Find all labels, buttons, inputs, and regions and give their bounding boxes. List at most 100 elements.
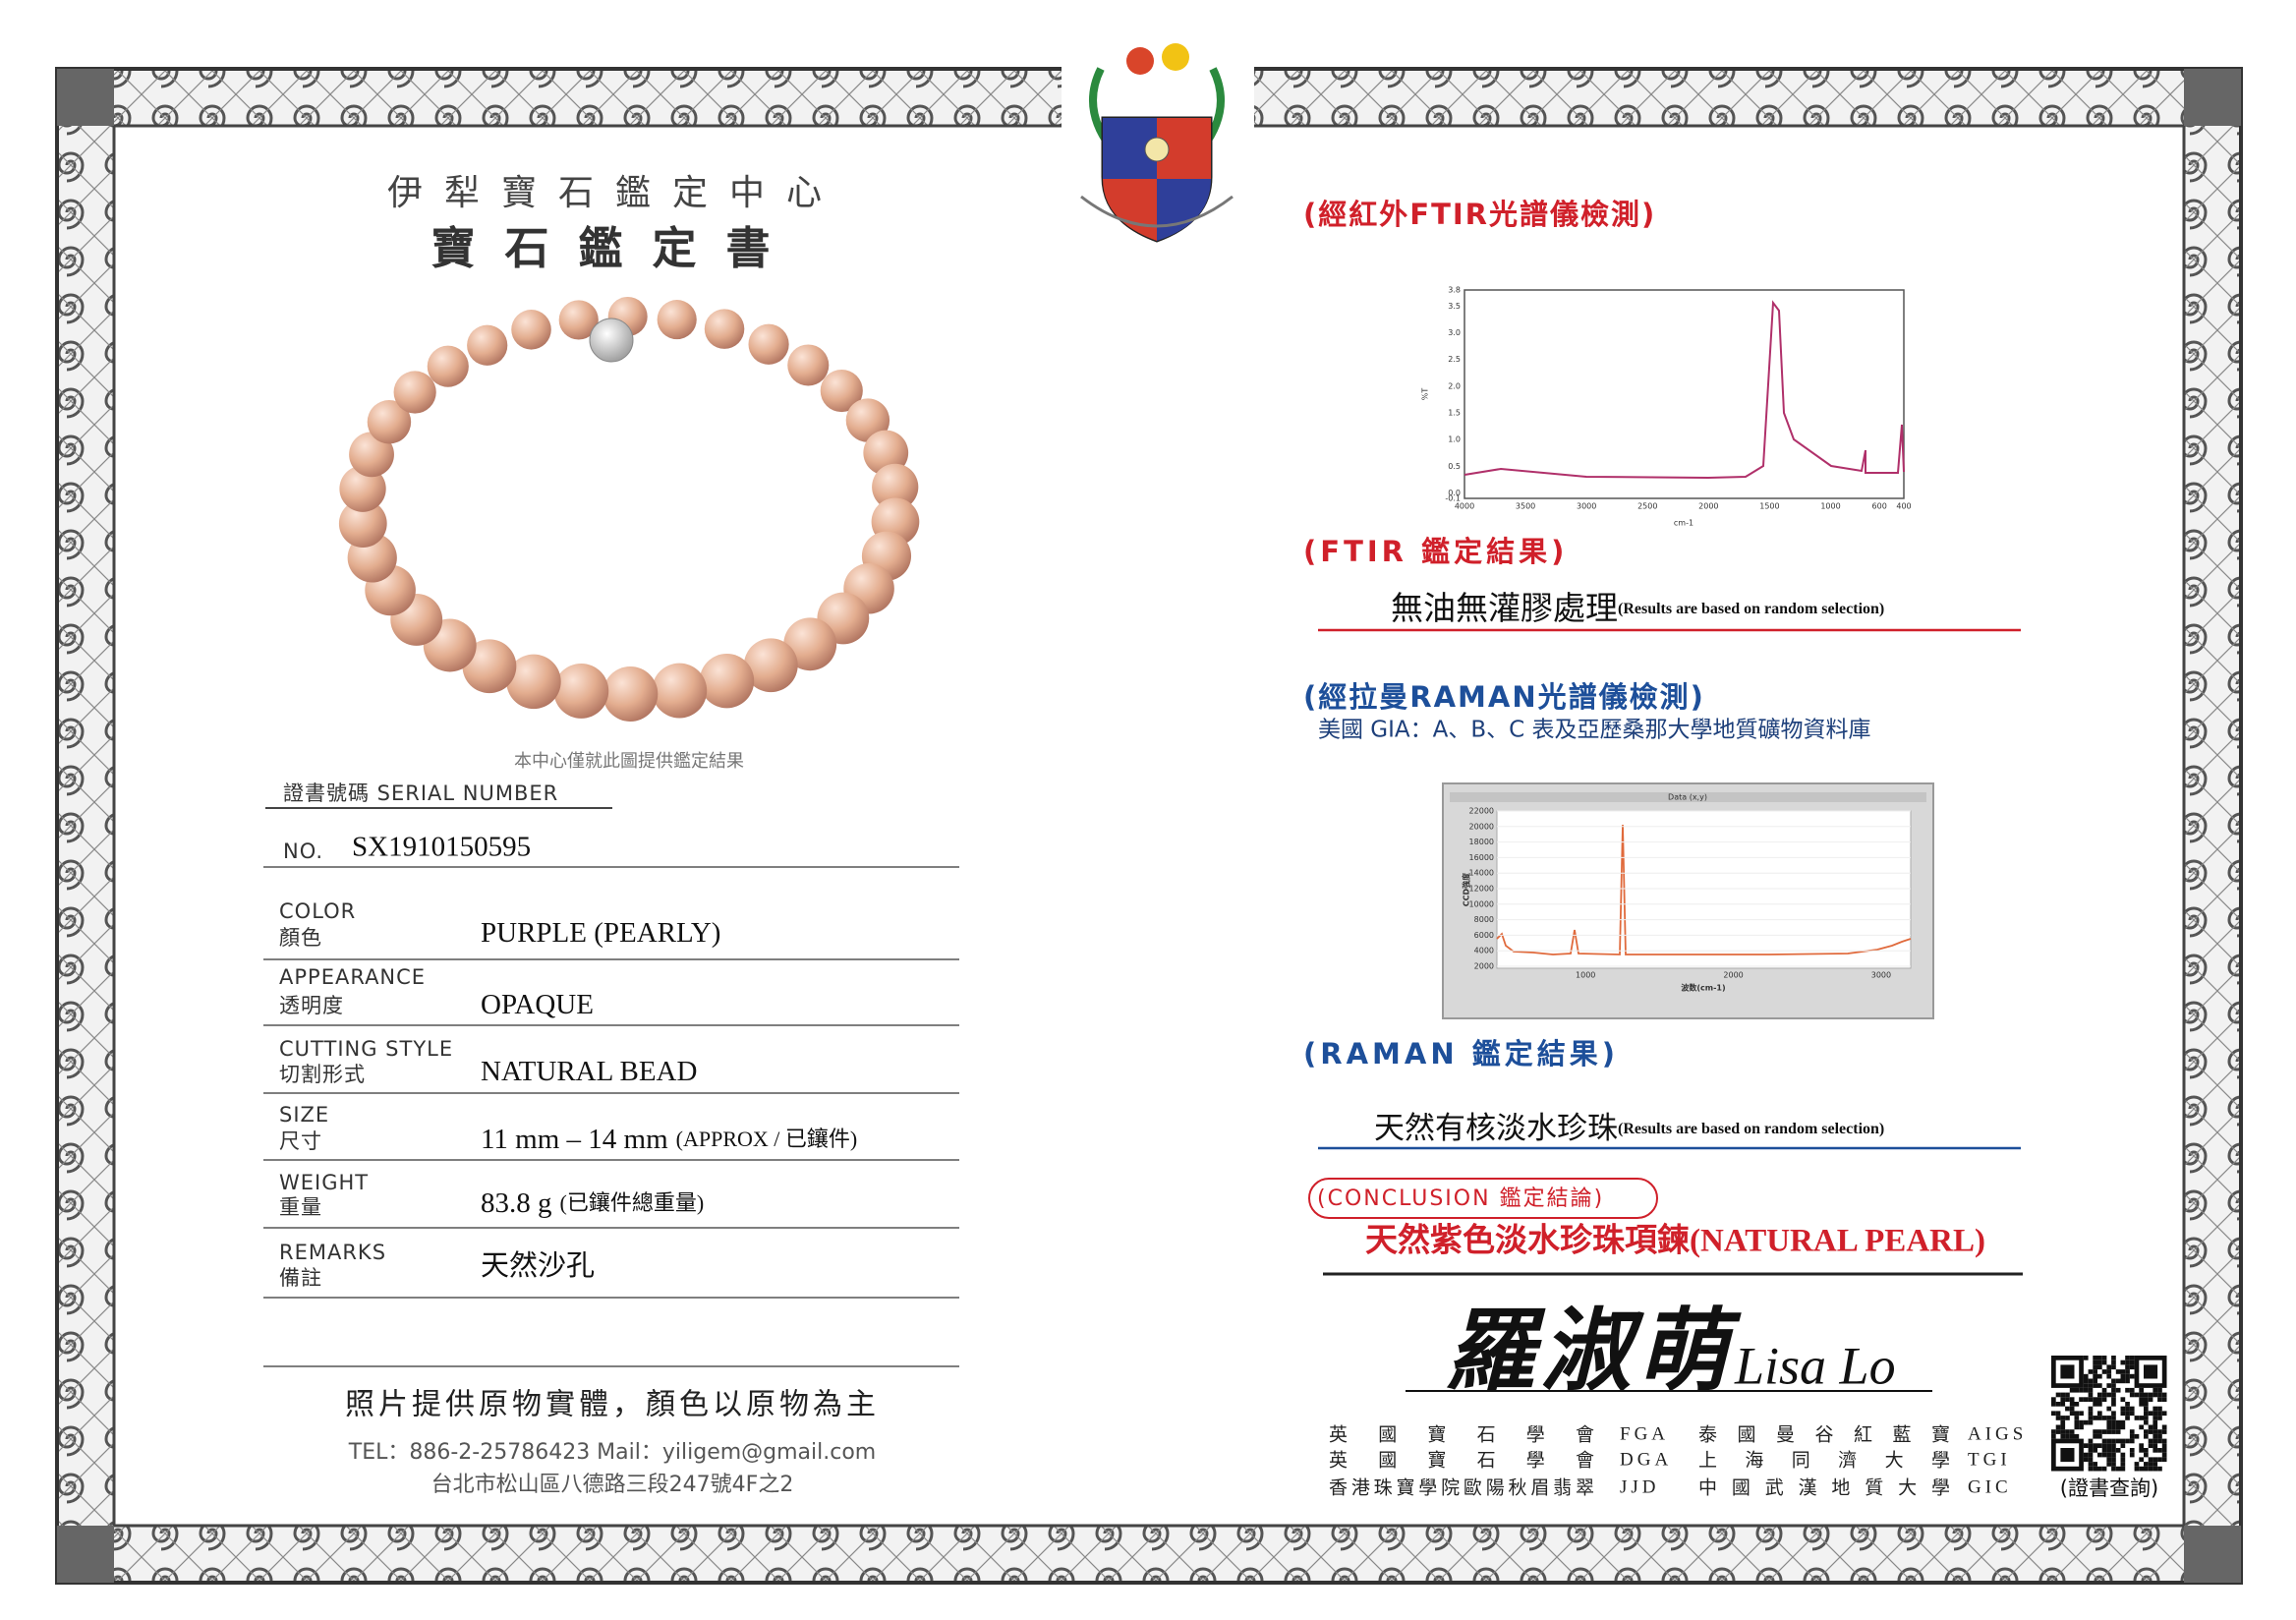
qr-cell — [2115, 1419, 2121, 1425]
qr-cell — [2115, 1387, 2121, 1393]
qr-finder — [2134, 1355, 2167, 1388]
qr-cell — [2083, 1397, 2089, 1402]
qr-cell — [2083, 1443, 2089, 1448]
field-label-zh: 尺寸 — [279, 1129, 322, 1153]
qr-cell — [2088, 1411, 2094, 1417]
frame-corners — [57, 69, 2241, 1583]
qr-cell — [2060, 1424, 2066, 1430]
qr-cell — [2139, 1416, 2144, 1420]
raman-y-tick: 2000 — [1474, 962, 1494, 971]
raman-y-tick: 22000 — [1469, 807, 1494, 816]
qr-cell — [2120, 1443, 2126, 1448]
field-label-en: COLOR — [279, 899, 356, 923]
qr-cell — [2106, 1369, 2112, 1374]
qr-cell — [2093, 1443, 2097, 1448]
qr-cell — [2129, 1433, 2135, 1439]
qr-label: (證書查詢) — [2060, 1476, 2158, 1500]
pearl — [652, 663, 708, 719]
credential-code: DGA — [1620, 1449, 1672, 1470]
qr-cell — [2157, 1466, 2162, 1472]
raman-result: 天然有核淡水珍珠(Results are based on random sel… — [1374, 1111, 1884, 1146]
qr-cell — [2115, 1369, 2121, 1374]
qr-cell — [2051, 1433, 2056, 1439]
qr-finder — [2060, 1364, 2075, 1379]
ftir-x-tick: 2500 — [1637, 502, 1657, 511]
raman-x-tick: 1000 — [1576, 971, 1595, 980]
ftir-y-tick: 1.5 — [1448, 409, 1461, 418]
qr-cell — [2093, 1356, 2097, 1360]
pearl — [787, 344, 830, 386]
qr-cell — [2101, 1356, 2107, 1360]
pearl — [743, 638, 798, 693]
ftir-x-tick: 3500 — [1516, 502, 1535, 511]
qr-cell — [2069, 1433, 2075, 1439]
ftir-y-tick: -0.1 — [1445, 494, 1461, 503]
pearl — [820, 369, 863, 413]
qr-cell — [2157, 1433, 2162, 1439]
qr-cell — [2152, 1433, 2158, 1439]
raman-title: Data (x,y) — [1668, 793, 1707, 802]
qr-cell — [2139, 1448, 2144, 1453]
qr-cell — [2125, 1364, 2130, 1370]
qr-cell — [2129, 1356, 2135, 1360]
qr-cell — [2106, 1452, 2112, 1458]
qr-cell — [2097, 1433, 2102, 1439]
qr-cell — [2144, 1397, 2149, 1402]
qr-cell — [2088, 1383, 2094, 1388]
qr-cell — [2111, 1356, 2116, 1360]
qr-cell — [2125, 1356, 2130, 1360]
qr-cell — [2101, 1448, 2107, 1453]
raman-result-note: (Results are based on random selection) — [1618, 1121, 1884, 1137]
qr-cell — [2079, 1419, 2084, 1425]
field-label-en: WEIGHT — [279, 1171, 369, 1194]
qr-cell — [2120, 1397, 2126, 1402]
qr-cell — [2060, 1416, 2066, 1420]
qr-cell — [2106, 1364, 2112, 1370]
ftir-y-tick: 3.5 — [1448, 302, 1461, 311]
pearl — [783, 617, 837, 671]
field-label-zh: 透明度 — [279, 994, 344, 1017]
qr-cell — [2055, 1402, 2061, 1407]
qr-cell — [2055, 1424, 2061, 1430]
ftir-x-tick: 4000 — [1455, 502, 1474, 511]
qr-cell — [2157, 1392, 2162, 1398]
qr-cell — [2129, 1406, 2135, 1412]
qr-cell — [2088, 1419, 2094, 1425]
qr-cell — [2106, 1424, 2112, 1430]
qr-cell — [2101, 1438, 2107, 1444]
qr-cell — [2088, 1466, 2094, 1472]
qr-cell — [2144, 1392, 2149, 1398]
qr-cell — [2148, 1443, 2153, 1448]
qr-cell — [2120, 1369, 2126, 1374]
qr-cell — [2125, 1369, 2130, 1374]
field-value-text: 天然沙孔 — [481, 1249, 595, 1282]
qr-cell — [2097, 1356, 2102, 1360]
qr-cell — [2051, 1429, 2056, 1434]
qr-cell — [2088, 1462, 2094, 1467]
qr-cell — [2097, 1411, 2102, 1417]
qr-cell — [2111, 1448, 2116, 1453]
ftir-y-tick: 0.0 — [1448, 489, 1461, 497]
qr-cell — [2106, 1462, 2112, 1467]
qr-cell — [2148, 1462, 2153, 1467]
qr-cell — [2134, 1462, 2140, 1467]
qr-cell — [2157, 1457, 2162, 1463]
qr-cell — [2083, 1383, 2089, 1388]
qr-cell — [2111, 1364, 2116, 1370]
qr-cell — [2125, 1378, 2130, 1384]
qr-code[interactable] — [2050, 1355, 2168, 1472]
qr-cell — [2111, 1424, 2116, 1430]
qr-cell — [2129, 1364, 2135, 1370]
qr-cell — [2120, 1424, 2126, 1430]
qr-cell — [2088, 1397, 2094, 1402]
qr-cell — [2134, 1392, 2140, 1398]
qr-cell — [2088, 1452, 2094, 1458]
qr-cell — [2055, 1416, 2061, 1420]
qr-cell — [2152, 1411, 2158, 1417]
qr-cell — [2139, 1392, 2144, 1398]
ftir-result-note: (Results are based on random selection) — [1618, 601, 1884, 617]
pearl — [338, 499, 387, 549]
qr-cell — [2111, 1466, 2116, 1472]
qr-cell — [2125, 1387, 2130, 1393]
